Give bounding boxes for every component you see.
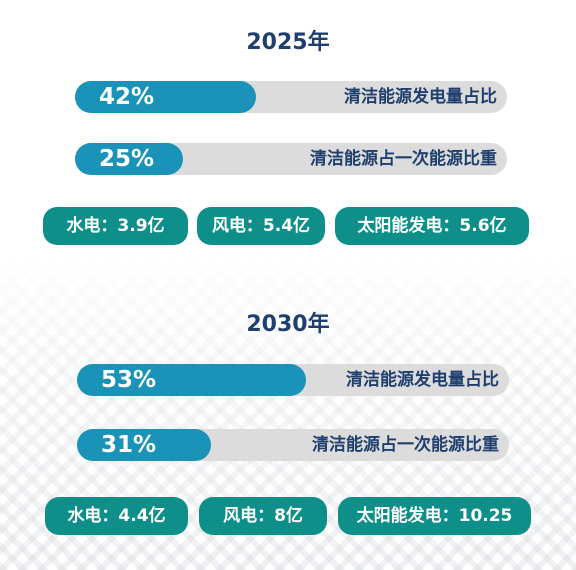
bar-label: 清洁能源占一次能源比重 <box>312 435 499 455</box>
bar-value: 25% <box>99 146 155 172</box>
year-heading-2025: 2025年 <box>246 30 330 55</box>
bar-fill: 53% <box>77 364 306 396</box>
clean-primary-energy-bar-2030: 31% 清洁能源占一次能源比重 <box>77 429 509 461</box>
bar-fill: 31% <box>77 429 211 461</box>
clean-primary-energy-bar-2025: 25% 清洁能源占一次能源比重 <box>75 143 507 175</box>
hydropower-pill-2025: 水电：3.9亿 <box>43 207 188 245</box>
bar-value: 42% <box>99 84 155 110</box>
bar-label: 清洁能源发电量占比 <box>344 87 497 107</box>
wind-power-pill-2025: 风电：5.4亿 <box>197 207 325 245</box>
bar-value: 53% <box>101 367 157 393</box>
clean-generation-share-bar-2030: 53% 清洁能源发电量占比 <box>77 364 509 396</box>
year-heading-2030: 2030年 <box>246 312 330 337</box>
clean-generation-share-bar-2025: 42% 清洁能源发电量占比 <box>75 81 507 113</box>
bar-value: 31% <box>101 432 157 458</box>
solar-power-pill-2030: 太阳能发电：10.25 <box>338 497 531 535</box>
bar-fill: 42% <box>75 81 256 113</box>
bar-fill: 25% <box>75 143 183 175</box>
hydropower-pill-2030: 水电：4.4亿 <box>45 497 188 535</box>
solar-power-pill-2025: 太阳能发电：5.6亿 <box>335 207 529 245</box>
wind-power-pill-2030: 风电：8亿 <box>199 497 327 535</box>
bar-label: 清洁能源发电量占比 <box>346 370 499 390</box>
bar-label: 清洁能源占一次能源比重 <box>310 149 497 169</box>
